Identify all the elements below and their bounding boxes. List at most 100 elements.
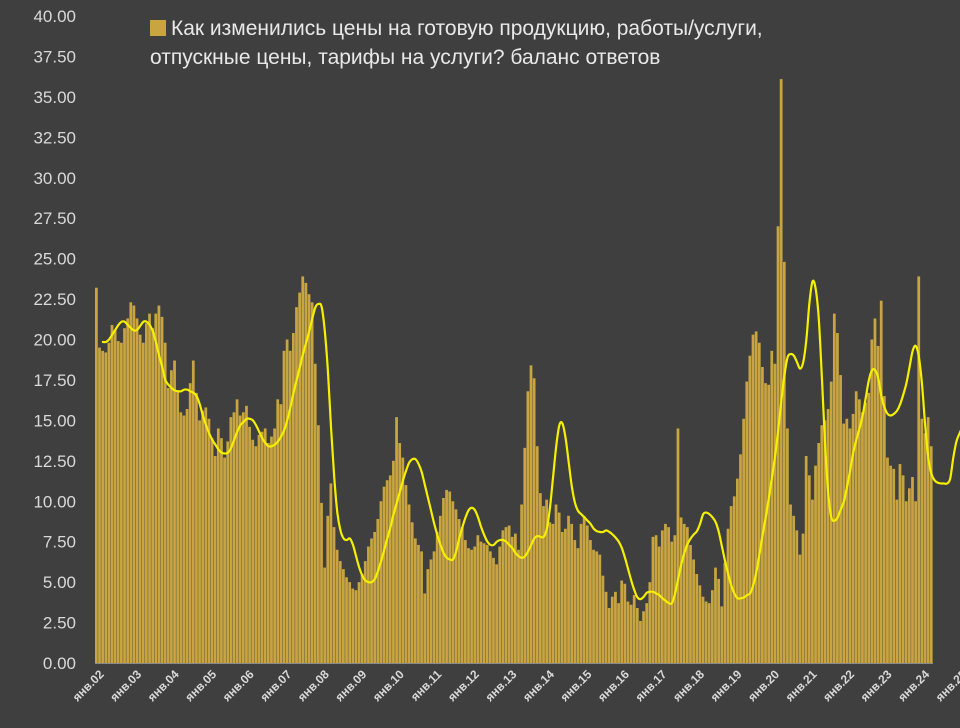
bar xyxy=(782,261,786,663)
bar xyxy=(438,515,442,663)
bar xyxy=(432,551,436,663)
bar xyxy=(823,420,827,664)
y-tick-label: 15.00 xyxy=(33,411,76,430)
bar xyxy=(576,548,580,663)
bar xyxy=(504,527,508,663)
bar xyxy=(870,339,874,663)
bar xyxy=(545,499,549,663)
bar xyxy=(201,410,205,663)
bar xyxy=(592,549,595,663)
bar xyxy=(814,465,817,663)
bar xyxy=(639,620,642,663)
bar xyxy=(273,428,276,663)
bar xyxy=(285,339,289,663)
x-tick-label: янв.13 xyxy=(482,667,519,704)
bar xyxy=(892,468,896,663)
bar xyxy=(379,501,383,663)
bar xyxy=(901,475,905,663)
x-tick-label: янв.07 xyxy=(257,667,294,704)
bar xyxy=(742,418,746,663)
bar xyxy=(864,402,867,663)
bar xyxy=(798,554,802,663)
bar xyxy=(629,604,633,663)
bar xyxy=(426,569,430,663)
bar xyxy=(266,443,270,663)
bar xyxy=(310,302,314,663)
bar xyxy=(826,409,830,663)
y-tick-label: 30.00 xyxy=(33,169,76,188)
bar xyxy=(270,436,273,663)
bar xyxy=(398,443,402,663)
bar xyxy=(657,546,661,663)
x-tick-label: янв.14 xyxy=(520,667,557,704)
bar xyxy=(817,443,821,663)
bar xyxy=(113,329,117,663)
x-axis: янв.02 янв.03 янв.04 янв.05 янв.06 янв.07 янв.… xyxy=(70,667,960,704)
bar xyxy=(357,582,361,664)
x-tick-label: янв.10 xyxy=(370,667,407,704)
bar xyxy=(282,350,286,663)
bar xyxy=(829,381,833,663)
bar xyxy=(698,585,702,663)
y-axis: 0.00 2.50 5.00 7.50 10.00 12.50 15.00 17.50 20.0… xyxy=(33,7,76,673)
bar xyxy=(232,412,236,663)
bar xyxy=(667,527,670,663)
bar xyxy=(842,423,846,663)
bar xyxy=(579,523,583,663)
bar xyxy=(604,591,608,663)
bar xyxy=(410,522,414,663)
bar xyxy=(467,548,470,663)
y-tick-label: 12.50 xyxy=(33,452,76,471)
bar xyxy=(751,334,755,663)
bar xyxy=(342,569,345,663)
bar xyxy=(157,305,161,663)
bar xyxy=(542,506,545,663)
bar xyxy=(129,302,133,663)
bar xyxy=(260,431,264,663)
bar xyxy=(141,342,145,663)
bar xyxy=(710,590,714,663)
bar xyxy=(848,428,852,663)
bar xyxy=(132,305,136,663)
bar xyxy=(417,544,420,663)
bar xyxy=(179,412,183,663)
bar xyxy=(332,527,336,663)
bar xyxy=(248,426,251,663)
bar xyxy=(679,517,683,663)
y-tick-label: 27.50 xyxy=(33,209,76,228)
x-tick-label: янв.15 xyxy=(557,667,594,704)
bar xyxy=(635,608,639,663)
bar xyxy=(651,536,655,663)
y-tick-label: 10.00 xyxy=(33,492,76,511)
bar xyxy=(585,525,589,663)
y-tick-label: 0.00 xyxy=(43,654,76,673)
bar xyxy=(263,428,267,663)
bar xyxy=(845,418,849,663)
bar xyxy=(348,582,352,664)
bar xyxy=(388,475,392,663)
bar xyxy=(726,528,730,663)
bar xyxy=(807,475,811,663)
bar xyxy=(223,457,226,663)
bar xyxy=(695,574,699,663)
bar xyxy=(626,601,630,663)
bar xyxy=(495,564,498,663)
y-tick-label: 32.50 xyxy=(33,128,76,147)
x-tick-label: янв.06 xyxy=(220,667,257,704)
bar xyxy=(238,415,242,663)
bar xyxy=(407,504,411,663)
x-tick-label: янв.12 xyxy=(445,667,482,704)
bar xyxy=(804,455,808,663)
bar xyxy=(176,391,180,663)
x-tick-label: янв.18 xyxy=(670,667,707,704)
trend-line xyxy=(101,279,960,606)
y-tick-label: 7.50 xyxy=(43,533,76,552)
legend-label: Как изменились цены на готовую продукцию… xyxy=(150,17,763,69)
y-tick-label: 37.50 xyxy=(33,47,76,66)
bar xyxy=(198,420,201,664)
bar xyxy=(673,535,677,663)
bar xyxy=(279,404,283,663)
x-tick-label: янв.08 xyxy=(295,667,332,704)
bar xyxy=(720,606,724,663)
bar xyxy=(351,588,355,663)
